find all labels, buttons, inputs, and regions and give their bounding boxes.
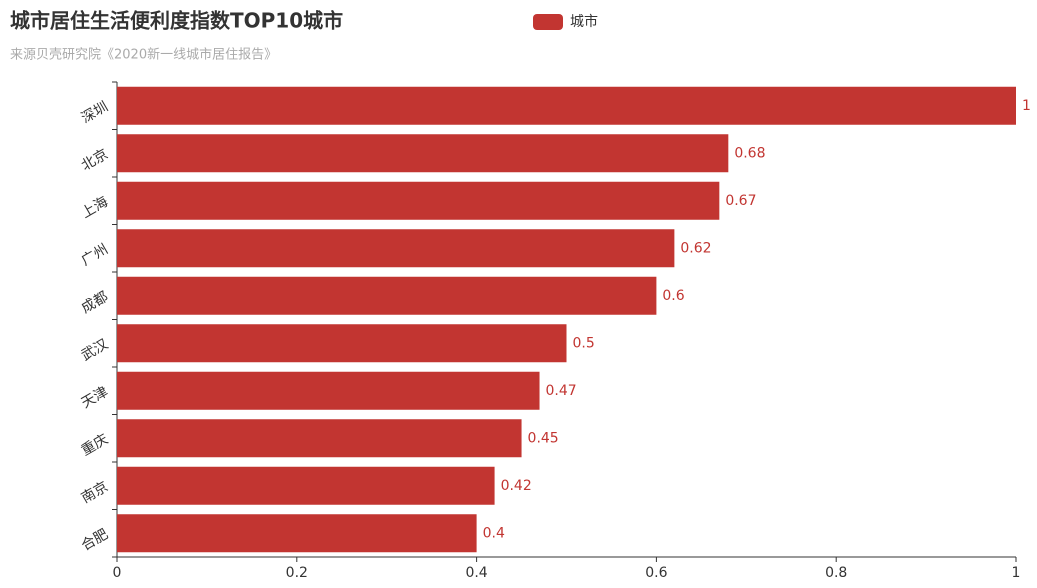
value-label: 0.62 — [680, 240, 711, 256]
y-tick-label: 武汉 — [79, 336, 111, 364]
y-tick-label: 重庆 — [79, 431, 111, 459]
bar — [117, 229, 675, 268]
legend-label: 城市 — [570, 13, 598, 30]
bar — [117, 324, 567, 363]
value-label: 0.42 — [501, 478, 532, 494]
y-tick-label: 深圳 — [79, 99, 111, 127]
bar — [117, 86, 1016, 125]
y-tick-label: 北京 — [79, 146, 111, 174]
y-tick-label: 天津 — [79, 384, 111, 412]
x-tick-label: 0.4 — [465, 565, 487, 581]
bar — [117, 134, 729, 173]
bar — [117, 276, 657, 315]
value-label: 0.6 — [662, 288, 684, 304]
y-tick-label: 上海 — [79, 194, 111, 222]
value-label: 0.67 — [725, 193, 756, 209]
x-tick-label: 0.8 — [825, 565, 847, 581]
x-tick-label: 1 — [1012, 565, 1021, 581]
value-label: 0.5 — [573, 335, 595, 351]
y-tick-label: 成都 — [79, 289, 111, 317]
bar — [117, 419, 522, 458]
legend-swatch — [533, 14, 563, 30]
chart-subtitle: 来源贝壳研究院《2020新一线城市居住报告》 — [10, 47, 277, 63]
x-tick-label: 0 — [113, 565, 122, 581]
bar — [117, 514, 477, 553]
value-label: 0.47 — [546, 383, 577, 399]
y-tick-label: 合肥 — [79, 526, 111, 554]
value-label: 0.4 — [483, 525, 505, 541]
y-tick-label: 南京 — [79, 479, 111, 507]
value-label: 0.68 — [734, 145, 765, 161]
x-tick-label: 0.6 — [645, 565, 667, 581]
chart-title: 城市居住生活便利度指数TOP10城市 — [10, 9, 343, 33]
bar — [117, 371, 540, 410]
value-label: 0.45 — [528, 430, 559, 446]
bar — [117, 181, 720, 220]
bar — [117, 466, 495, 505]
value-label: 1 — [1022, 98, 1031, 114]
x-tick-label: 0.2 — [286, 565, 308, 581]
y-tick-label: 广州 — [79, 241, 111, 269]
